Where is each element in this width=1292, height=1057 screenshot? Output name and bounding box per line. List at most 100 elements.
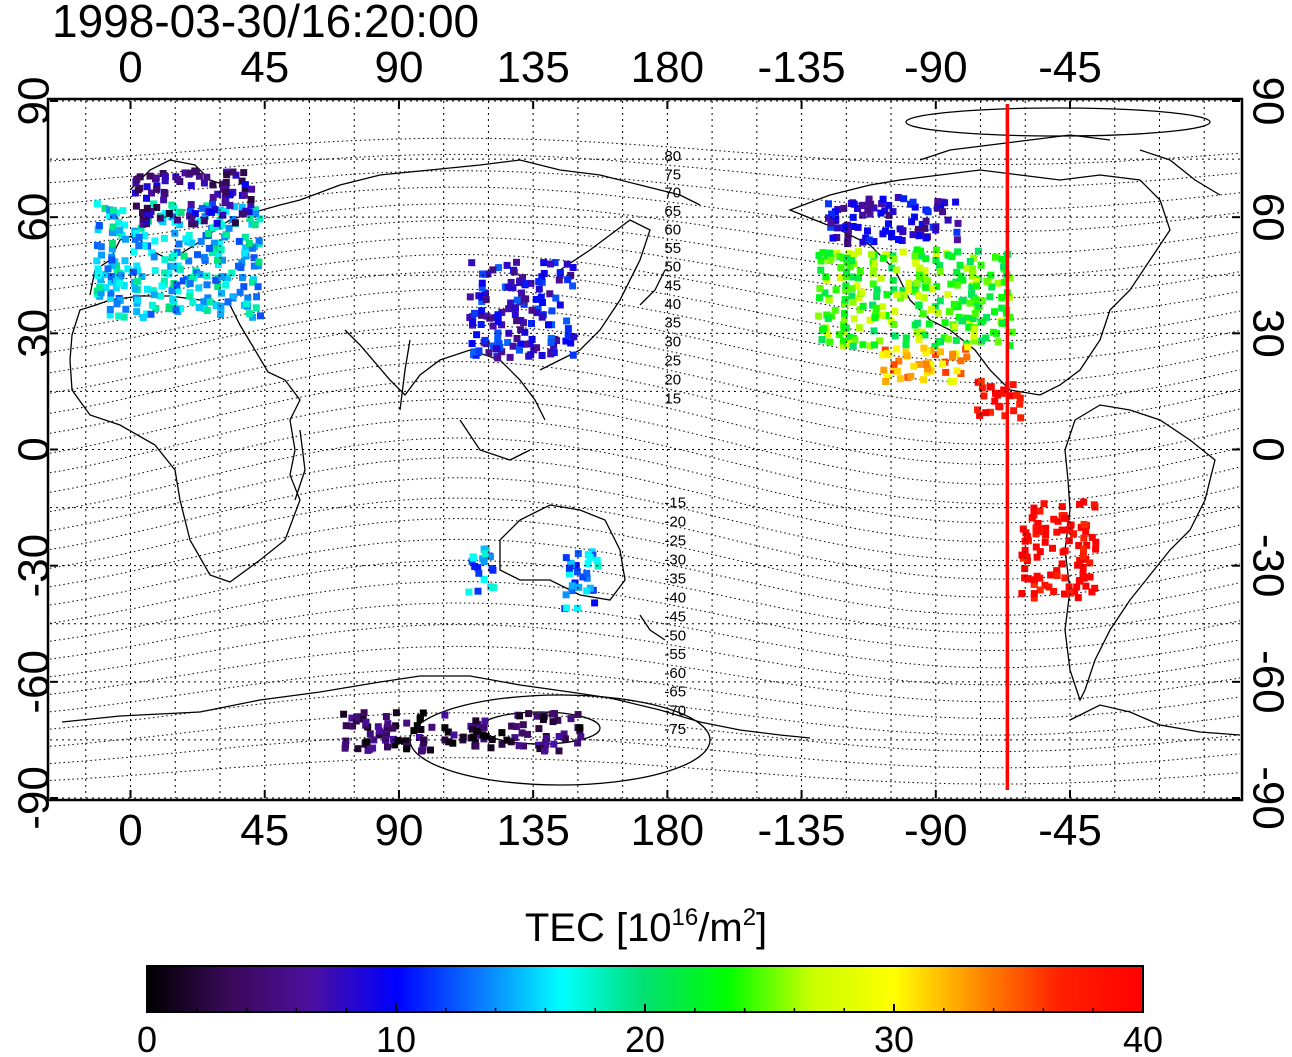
tec-data-point: [958, 317, 966, 325]
tec-data-point: [148, 249, 156, 257]
tec-data-point: [593, 556, 601, 564]
tec-data-point: [842, 324, 850, 332]
tec-data-point: [165, 270, 173, 278]
tec-data-point: [1073, 583, 1081, 591]
tec-data-point: [1034, 520, 1042, 527]
tec-data-point: [1021, 537, 1029, 545]
tec-data-point: [124, 265, 132, 273]
tec-data-point: [920, 344, 928, 352]
colorbar-label-mid: /m: [698, 906, 743, 950]
tec-data-point: [518, 729, 526, 737]
tec-data-point: [1065, 583, 1073, 591]
tec-data-point: [949, 350, 957, 358]
tec-data-point: [113, 262, 121, 270]
magnetic-latitude-label: -75: [664, 721, 686, 738]
tec-data-point: [504, 283, 512, 291]
tec-data-point: [489, 566, 497, 574]
tec-data-point: [549, 718, 557, 726]
magnetic-latitude-labels: 8075706560555045403530252015-15-20-25-30…: [664, 148, 686, 738]
tec-data-point: [133, 308, 141, 316]
tec-data-point: [392, 709, 400, 717]
tec-data-point: [836, 253, 844, 261]
tec-data-point: [140, 242, 148, 249]
tec-data-point: [1079, 570, 1087, 578]
tec-data-point: [891, 307, 899, 315]
tec-data-point: [473, 727, 481, 735]
tec-data-point: [1082, 582, 1090, 590]
tec-data-point: [555, 747, 563, 755]
magnetic-latitude-line: [50, 236, 1240, 299]
magnetic-latitude-line: [50, 306, 1240, 384]
tec-data-point: [953, 281, 961, 289]
tec-data-point: [827, 254, 835, 262]
tec-data-point: [877, 209, 885, 217]
tec-data-point: [1045, 583, 1053, 591]
tec-data-point: [509, 342, 517, 350]
tec-data-point: [175, 240, 183, 248]
tec-data-point: [506, 353, 514, 361]
tec-data-point: [855, 248, 862, 255]
tec-data-point: [554, 716, 562, 724]
tec-data-point: [235, 237, 243, 245]
tec-data-point: [865, 236, 873, 244]
magnetic-latitude-label: 45: [664, 277, 681, 294]
tec-data-point: [109, 240, 116, 247]
tec-data-point: [150, 291, 158, 299]
tec-data-point: [591, 599, 599, 607]
tec-data-point: [475, 569, 483, 577]
tec-data-point: [821, 289, 829, 297]
magnetic-latitude-label: -55: [664, 646, 686, 663]
tec-data-point: [982, 409, 990, 417]
tec-data-point: [920, 294, 928, 302]
tec-data-point: [1061, 514, 1069, 522]
magnetic-latitude-line: [50, 667, 1240, 719]
tec-data-point: [104, 265, 112, 273]
magnetic-latitude-line: [50, 361, 1240, 445]
tec-data-point: [177, 208, 185, 216]
tec-data-point: [229, 293, 237, 301]
tec-data-point: [253, 293, 261, 301]
tec-data-point: [201, 213, 209, 220]
tec-data-point: [143, 183, 151, 191]
tec-data-point: [206, 298, 214, 306]
tec-data-point: [250, 254, 258, 262]
tec-data-point: [927, 367, 935, 375]
tec-data-point: [963, 264, 971, 272]
tec-data-point: [1076, 556, 1084, 564]
tec-data-point: [845, 341, 853, 349]
tec-data-point: [533, 712, 541, 720]
tec-data-point: [563, 260, 571, 268]
tec-data-point: [818, 326, 826, 334]
tec-data-point: [535, 725, 543, 733]
tec-data-point: [153, 185, 161, 193]
tec-data-point: [1033, 572, 1041, 580]
tec-data-point: [517, 340, 525, 348]
tec-data-point: [389, 724, 397, 732]
tec-data-point: [1082, 527, 1090, 535]
tec-data-point: [1061, 590, 1068, 598]
tec-data-point: [1032, 530, 1040, 538]
tec-data-point: [441, 711, 449, 719]
tec-data-point: [1018, 551, 1026, 559]
magnetic-latitude-label: 50: [664, 259, 681, 276]
magnetic-latitude-label: -25: [664, 533, 686, 550]
tec-data-point: [1023, 532, 1031, 540]
tec-data-point: [507, 278, 515, 286]
tec-data-point: [165, 305, 173, 313]
tec-data-point: [231, 203, 239, 211]
tec-data-point: [822, 273, 830, 281]
tec-data-point: [1075, 542, 1083, 549]
tec-data-point: [905, 279, 913, 287]
north-magnetic-pole-oval: [905, 107, 1211, 137]
tec-data-point: [907, 372, 915, 380]
tec-data-point: [382, 713, 390, 720]
tec-data-point: [132, 202, 140, 210]
tec-data-point: [543, 734, 551, 742]
tec-data-point: [575, 583, 583, 591]
tec-data-point: [180, 252, 188, 260]
tec-data-point: [158, 282, 166, 290]
tec-data-point: [1006, 313, 1014, 321]
tec-data-point: [939, 208, 947, 216]
tec-data-point: [161, 177, 169, 185]
tec-data-point: [348, 714, 356, 722]
